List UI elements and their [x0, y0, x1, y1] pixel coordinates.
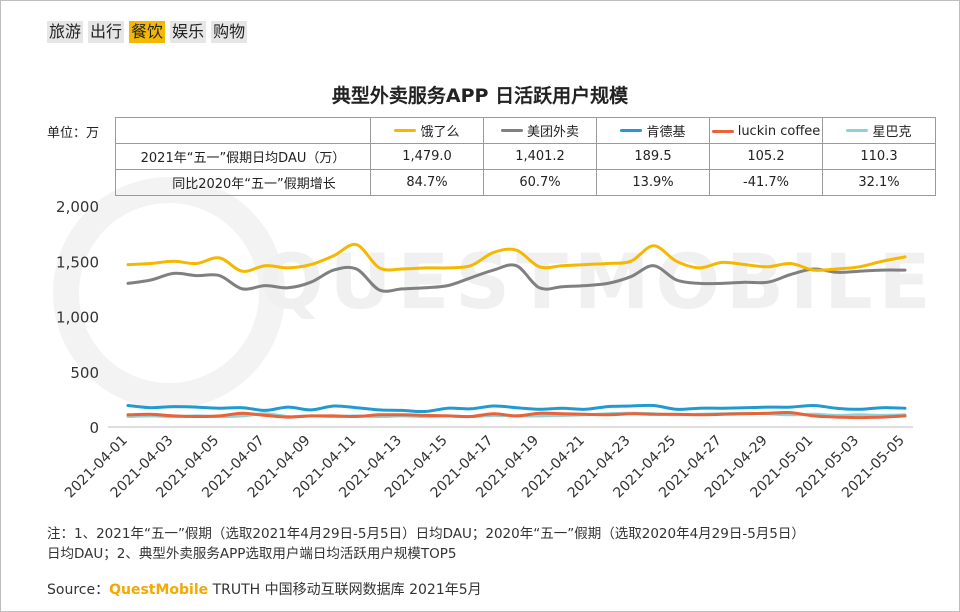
chart-title: 典型外卖服务APP 日活跃用户规模 [331, 85, 629, 107]
y-tick-label: 2,000 [56, 198, 99, 216]
legend-swatch-meituan [500, 129, 523, 132]
tab-transport[interactable]: 出行 [88, 21, 125, 43]
growth-starbucks: 32.1% [822, 169, 936, 196]
footnote-line-2: 日均DAU；2、典型外卖服务APP选取用户端日均活跃用户规模TOP5 [47, 546, 457, 562]
summary-table: 饿了么 美团外卖 肯德基 luckin coffee 星巴克 2021年“五一”… [115, 117, 936, 196]
legend-meituan: 美团外卖 [483, 117, 597, 144]
source-suffix: TRUTH 中国移动互联网数据库 2021年5月 [208, 582, 482, 598]
legend-eleme: 饿了么 [370, 117, 484, 144]
series-line-luckin [126, 410, 907, 420]
y-tick-label: 1,500 [56, 253, 99, 271]
y-tick-label: 0 [89, 419, 99, 437]
y-tick-label: 500 [70, 364, 99, 382]
series-line-eleme [126, 242, 907, 273]
category-tabs: 旅游 出行 餐饮 娱乐 购物 [47, 21, 248, 43]
series-line-kfc [126, 403, 907, 414]
dau-row: 2021年“五一”假期日均DAU（万） 1,479.0 1,401.2 189.… [115, 143, 936, 170]
legend-row: 饿了么 美团外卖 肯德基 luckin coffee 星巴克 [115, 117, 936, 144]
dau-starbucks: 110.3 [822, 143, 936, 170]
tab-dining[interactable]: 餐饮 [129, 21, 166, 43]
legend-swatch-luckin [711, 130, 734, 133]
tab-entertainment[interactable]: 娱乐 [170, 21, 207, 43]
legend-row-blank [115, 117, 371, 144]
legend-swatch-starbucks [846, 129, 869, 132]
growth-kfc: 13.9% [596, 169, 710, 196]
dau-luckin: 105.2 [709, 143, 823, 170]
legend-luckin: luckin coffee [709, 117, 823, 144]
legend-swatch-eleme [394, 129, 417, 132]
footnote-line-1: 注：1、2021年“五一”假期（选取2021年4月29日-5月5日）日均DAU；… [47, 526, 805, 542]
growth-row-label: 同比2020年“五一”假期增长 [115, 169, 371, 196]
source-line: Source：QuestMobile TRUTH 中国移动互联网数据库 2021… [47, 579, 482, 599]
legend-swatch-kfc [620, 129, 643, 132]
legend-kfc: 肯德基 [596, 117, 710, 144]
growth-eleme: 84.7% [370, 169, 484, 196]
tab-travel[interactable]: 旅游 [47, 21, 84, 43]
tab-shopping[interactable]: 购物 [211, 21, 248, 43]
y-tick-label: 1,000 [56, 309, 99, 327]
series-line-meituan [126, 263, 907, 293]
growth-row: 同比2020年“五一”假期增长 84.7% 60.7% 13.9% -41.7%… [115, 169, 936, 196]
line-chart: 05001,0001,5002,0002021-04-012021-04-032… [56, 198, 913, 501]
source-prefix: Source： [47, 582, 110, 598]
footnote: 注：1、2021年“五一”假期（选取2021年4月29日-5月5日）日均DAU；… [47, 524, 917, 564]
source-brand: QuestMobile [109, 582, 209, 598]
dau-row-label: 2021年“五一”假期日均DAU（万） [115, 143, 371, 170]
unit-label: 单位：万 [47, 126, 100, 141]
